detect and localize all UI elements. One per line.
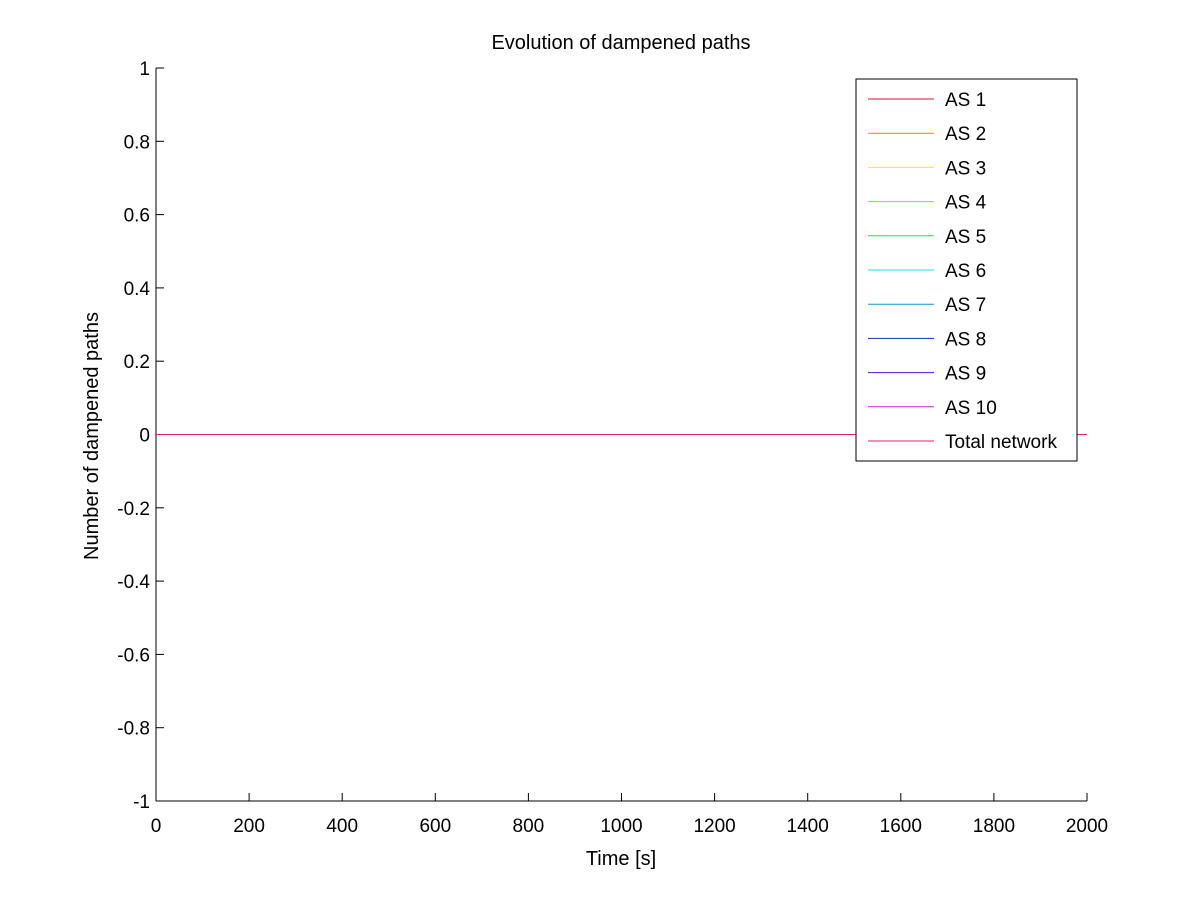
y-tick-label: -0.2 [117, 499, 150, 520]
legend-label: Total network [945, 432, 1057, 453]
x-tick-label: 600 [419, 816, 451, 837]
x-tick-label: 1200 [693, 816, 735, 837]
x-tick-label: 400 [326, 816, 358, 837]
y-tick-label: -0.8 [117, 719, 150, 740]
legend-label: AS 6 [945, 261, 986, 282]
legend-label: AS 1 [945, 90, 986, 111]
x-tick-label: 1600 [880, 816, 922, 837]
y-tick-label: -1 [133, 792, 150, 813]
y-tick-label: -0.6 [117, 645, 150, 666]
legend-label: AS 4 [945, 193, 987, 214]
x-tick-label: 0 [151, 816, 162, 837]
x-tick-label: 1000 [600, 816, 642, 837]
legend-label: AS 10 [945, 398, 997, 419]
legend-label: AS 3 [945, 158, 986, 179]
legend-label: AS 9 [945, 364, 986, 385]
legend-label: AS 5 [945, 227, 986, 248]
x-tick-label: 1400 [787, 816, 829, 837]
y-tick-label: 0.2 [124, 352, 150, 373]
x-tick-label: 200 [233, 816, 265, 837]
x-tick-label: 800 [513, 816, 545, 837]
x-tick-label: 1800 [973, 816, 1015, 837]
x-axis-label: Time [s] [586, 848, 656, 870]
y-tick-label: 0.8 [124, 132, 150, 153]
axes: 0 200 400 600 800 1000 1200 1400 1600 1800 2000 -1 -… [117, 59, 1108, 837]
y-tick-label: 0 [139, 426, 150, 447]
y-tick-label: -0.4 [117, 572, 150, 593]
y-tick-label: 0.4 [124, 279, 151, 300]
legend-label: AS 2 [945, 124, 986, 145]
y-tick-label: 0.6 [124, 206, 150, 227]
legend-label: AS 7 [945, 295, 986, 316]
chart-title: Evolution of dampened paths [491, 32, 750, 54]
y-axis-label: Number of dampened paths [81, 312, 103, 560]
x-tick-label: 2000 [1066, 816, 1108, 837]
legend: AS 1 AS 2 AS 3 AS 4 AS 5 AS 6 AS 7 AS 8 AS 9 AS 1… [855, 78, 1078, 462]
y-tick-label: 1 [139, 59, 150, 80]
legend-label: AS 8 [945, 329, 986, 350]
